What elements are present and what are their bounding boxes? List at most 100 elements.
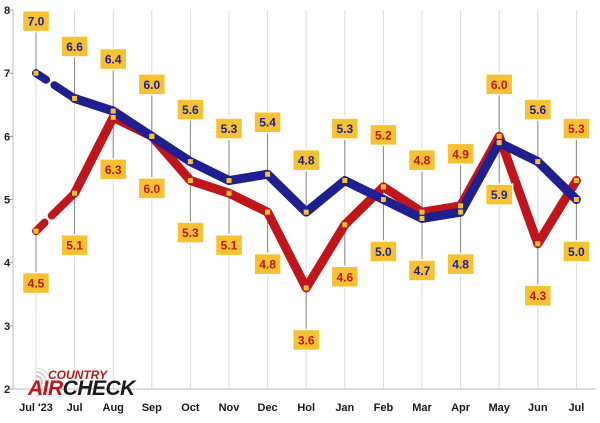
data-label-box: [407, 148, 437, 172]
data-label: 5.1: [66, 239, 83, 253]
data-label-box: [60, 233, 89, 257]
y-tick-label: 6: [4, 131, 10, 143]
x-tick-label: Feb: [374, 402, 394, 414]
data-point: [72, 95, 78, 101]
data-label-box: [98, 158, 128, 181]
data-label-box: [369, 240, 398, 263]
data-point: [110, 114, 116, 120]
x-tick-label: Aug: [103, 402, 124, 414]
data-label-box: [330, 265, 360, 289]
data-label: 6.3: [105, 163, 122, 177]
data-label-box: [98, 47, 128, 71]
data-label-box: [21, 9, 51, 33]
data-point: [342, 222, 348, 228]
data-label: 4.8: [259, 258, 276, 272]
series-line-start: [32, 69, 79, 103]
data-label-box: [291, 148, 321, 172]
data-label: 4.8: [298, 154, 315, 168]
x-tick-label: Jul: [67, 402, 83, 414]
data-label: 5.4: [259, 116, 276, 130]
data-point: [573, 178, 579, 184]
x-tick-label: Dec: [258, 402, 278, 414]
x-tick-label: May: [488, 402, 510, 414]
data-point: [72, 190, 78, 196]
data-label-box: [562, 240, 591, 263]
data-label: 4.7: [414, 264, 431, 278]
data-point: [149, 133, 155, 139]
logo-main-word-check: CHECK: [62, 377, 136, 400]
data-label-box: [291, 328, 321, 352]
x-tick-label: Jan: [335, 402, 354, 414]
logo-main-word: AIRCHECK: [28, 377, 135, 401]
data-point: [380, 197, 386, 202]
data-label-box: [484, 183, 514, 206]
data-label-box: [484, 73, 514, 96]
y-tick-label: 3: [4, 321, 10, 333]
data-label-box: [562, 117, 591, 140]
data-label-box: [407, 259, 437, 282]
data-point: [303, 209, 309, 215]
logo-main-word-air: AIR: [28, 377, 63, 400]
data-point: [265, 209, 271, 215]
data-label: 4.6: [336, 270, 353, 284]
x-tick-label: Hol: [297, 402, 315, 414]
data-point: [573, 197, 579, 202]
data-point: [226, 190, 232, 196]
data-label-box: [446, 252, 475, 276]
data-label-box: [21, 271, 51, 295]
data-label-box: [330, 117, 360, 140]
data-point: [496, 140, 502, 146]
data-label: 5.3: [568, 122, 585, 136]
data-label: 4.3: [529, 289, 546, 303]
x-axis: Jul '23 Jul Aug Sep Oct Nov Dec Hol Jan Feb Mar Apr…: [13, 388, 596, 414]
series-line-start: [32, 189, 79, 236]
y-tick-label: 5: [4, 195, 10, 207]
data-label: 4.9: [452, 147, 469, 161]
x-tick-label: Jul '23: [19, 402, 53, 414]
data-label-box: [214, 233, 244, 257]
y-tick-label: 2: [4, 384, 10, 396]
x-tick-label: Oct: [181, 402, 200, 414]
data-markers: [33, 70, 579, 291]
data-label: 5.3: [336, 122, 353, 136]
data-point: [419, 215, 425, 221]
data-point: [187, 159, 193, 165]
data-labels: 4.5 5.1 6.3 6.0 5.3 5.1 4.8 3.6 4.6 5.2 4.8 4.9 6.0 4…: [21, 9, 591, 352]
data-point: [33, 70, 39, 76]
data-label: 5.2: [375, 128, 392, 142]
y-axis: 2 3 4 5 6 7 8: [4, 5, 14, 396]
data-label: 5.3: [221, 122, 238, 136]
data-label: 5.0: [375, 245, 392, 259]
broadcast-wave-icon: [35, 368, 48, 397]
data-label: 4.8: [452, 258, 469, 272]
data-point: [187, 178, 193, 184]
data-label: 5.3: [182, 226, 199, 240]
data-point: [419, 209, 425, 215]
data-label: 5.6: [182, 103, 199, 117]
data-label: 7.0: [28, 15, 45, 29]
data-point: [535, 241, 541, 247]
data-label: 6.0: [491, 78, 508, 92]
data-label: 6.0: [143, 182, 160, 196]
data-label-box: [446, 142, 475, 166]
data-label-box: [176, 98, 205, 121]
data-point: [33, 228, 39, 234]
data-label-box: [253, 252, 282, 276]
country-aircheck-logo: COUNTRY AIRCHECK: [14, 368, 135, 404]
series-line: [70, 93, 581, 223]
data-point: [226, 178, 232, 184]
data-label: 6.4: [105, 53, 122, 67]
data-label-box: [176, 221, 205, 244]
x-tick-label: Nov: [219, 402, 241, 414]
data-label-box: [137, 73, 167, 96]
data-label: 3.6: [298, 333, 315, 347]
data-label: 5.1: [221, 239, 238, 253]
data-label: 4.5: [28, 277, 45, 291]
data-label-box: [523, 284, 553, 307]
logo-top-word: COUNTRY: [48, 368, 108, 382]
data-label-box: [60, 35, 89, 58]
data-point: [110, 108, 116, 114]
data-label: 6.6: [66, 40, 83, 54]
